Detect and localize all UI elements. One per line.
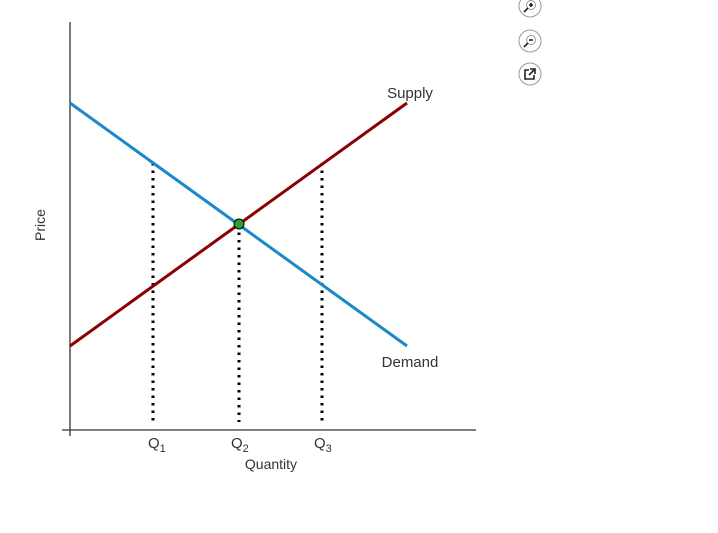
tick-base: Q <box>231 435 243 452</box>
tick-sub: 3 <box>326 443 332 455</box>
tick-label: Q2 <box>231 435 249 455</box>
open-external-button[interactable] <box>518 62 542 86</box>
zoom-in-button[interactable] <box>518 0 542 18</box>
tick-label: Q1 <box>148 435 166 455</box>
tick-sub: 2 <box>243 443 249 455</box>
tick-sub: 1 <box>160 443 166 455</box>
tick-base: Q <box>148 435 160 452</box>
demand-label: Demand <box>382 354 439 371</box>
tick-label: Q3 <box>314 435 332 455</box>
zoom-out-button[interactable] <box>518 29 542 53</box>
y-axis-label: Price <box>32 209 48 241</box>
equilibrium-point <box>233 218 245 230</box>
supply-label: Supply <box>387 85 433 102</box>
x-axis-label: Quantity <box>245 456 297 472</box>
tick-base: Q <box>314 435 326 452</box>
